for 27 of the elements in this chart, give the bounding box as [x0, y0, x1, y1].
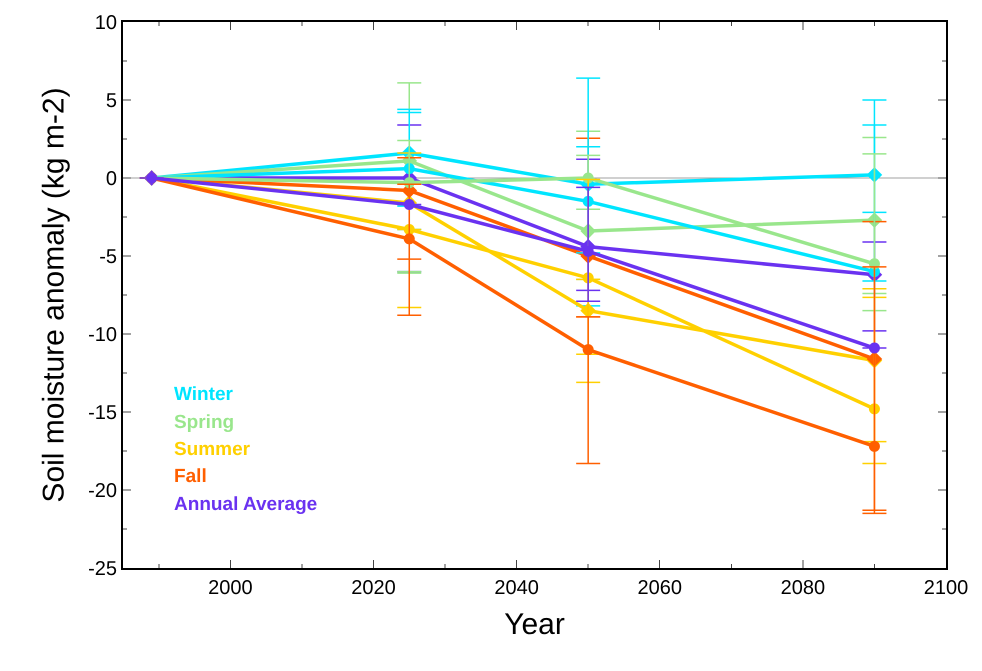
y-tick-label: -10: [88, 324, 117, 346]
x-tick-label: 2060: [637, 577, 682, 599]
point: [582, 344, 594, 356]
x-tick-label: 2080: [780, 577, 826, 599]
y-tick-label: -15: [88, 402, 117, 424]
point: [868, 342, 880, 354]
y-tick-label: 10: [94, 12, 117, 34]
y-tick-label: -5: [99, 246, 117, 268]
x-tick-label: 2040: [494, 577, 539, 599]
point: [582, 246, 594, 257]
y-axis-title: Soil moisture anomaly (kg m-2): [38, 87, 71, 503]
x-tick-label: 2000: [208, 577, 253, 599]
x-axis-title: Year: [504, 608, 565, 641]
text: Summer: [174, 439, 251, 460]
point: [868, 440, 880, 452]
text: Winter: [174, 384, 234, 405]
y-tick-label: 5: [106, 90, 117, 112]
point: [404, 233, 415, 244]
text: Spring: [174, 412, 234, 433]
text: Annual Average: [174, 494, 318, 515]
y-tick-label: 0: [106, 168, 117, 190]
y-tick-label: -20: [88, 480, 117, 502]
y-tick-label: -25: [88, 558, 117, 580]
x-tick-label: 2100: [924, 577, 968, 599]
x-tick-label: 2020: [351, 577, 396, 599]
text: Fall: [174, 466, 207, 487]
point: [404, 199, 415, 210]
